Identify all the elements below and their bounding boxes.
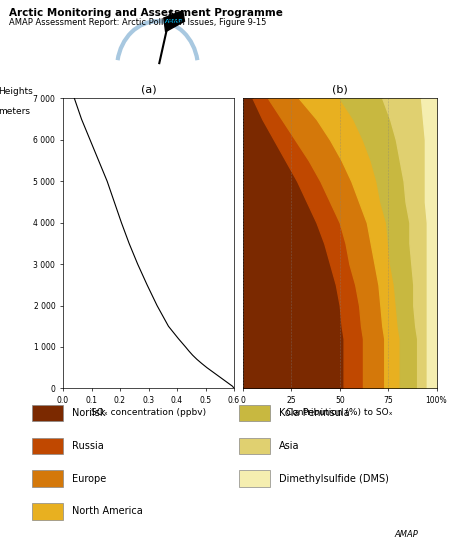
- Text: Dimethylsulfide (DMS): Dimethylsulfide (DMS): [279, 474, 389, 484]
- Text: Arctic Monitoring and Assessment Programme: Arctic Monitoring and Assessment Program…: [9, 8, 283, 18]
- Text: Heights: Heights: [0, 86, 33, 96]
- Text: Asia: Asia: [279, 441, 300, 451]
- X-axis label: SOₓ concentration (ppbv): SOₓ concentration (ppbv): [91, 408, 206, 417]
- Text: (b): (b): [332, 84, 347, 94]
- Text: (a): (a): [141, 84, 156, 94]
- Text: North America: North America: [72, 507, 143, 516]
- X-axis label: Contribution (%) to SOₓ: Contribution (%) to SOₓ: [287, 408, 393, 417]
- Text: Kola Peninsula: Kola Peninsula: [279, 408, 350, 418]
- Polygon shape: [164, 11, 184, 32]
- Text: Russia: Russia: [72, 441, 104, 451]
- Text: meters: meters: [0, 107, 30, 116]
- Text: Norilsk: Norilsk: [72, 408, 105, 418]
- Text: Europe: Europe: [72, 474, 106, 484]
- Text: AMAP Assessment Report: Arctic Pollution Issues, Figure 9-15: AMAP Assessment Report: Arctic Pollution…: [9, 18, 266, 27]
- Text: AMAP: AMAP: [395, 530, 418, 539]
- Text: AMAP: AMAP: [165, 19, 183, 24]
